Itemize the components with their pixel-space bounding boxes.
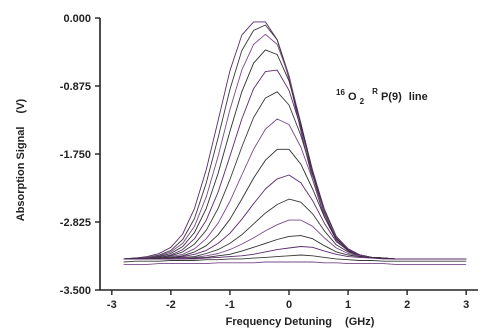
series-group (123, 21, 467, 265)
y-tick-label: 0.000 (63, 13, 91, 25)
annotation-line: P(9) (381, 91, 402, 103)
series-line (123, 118, 467, 260)
x-tick-label: -1 (225, 299, 235, 311)
x-tick-label: 2 (404, 299, 410, 311)
annotation-suffix: line (409, 91, 428, 103)
y-axis-title: Absorption Signal (V) (15, 98, 27, 221)
x-ticks: -3 -2 -1 0 1 2 3 (107, 290, 469, 311)
x-tick-label: -3 (107, 299, 117, 311)
series-line (123, 49, 467, 260)
series-line (123, 24, 467, 260)
y-tick-label: -2.825 (60, 217, 91, 229)
y-tick-label: -0.875 (60, 81, 91, 93)
series-line (123, 261, 467, 265)
x-axis-unit: (GHz) (345, 316, 375, 328)
annotation-isotope: 16 (336, 88, 345, 97)
x-tick-label: -2 (166, 299, 176, 311)
x-tick-label: 1 (345, 299, 351, 311)
series-line (123, 198, 467, 260)
x-axis-title: Frequency Detuning (GHz) (226, 316, 375, 328)
annotation-subscript: 2 (360, 97, 365, 106)
y-axis-label: Absorption Signal (15, 127, 27, 222)
y-tick-label: -3.500 (60, 285, 91, 297)
series-line (123, 246, 467, 260)
series-line (123, 33, 467, 260)
x-tick-label: 3 (463, 299, 469, 311)
axes (99, 18, 478, 291)
line-annotation: 16 O 2 R P(9) line (336, 85, 428, 107)
series-line (123, 91, 467, 260)
x-axis-label: Frequency Detuning (226, 316, 332, 328)
series-line (123, 21, 467, 260)
y-tick-label: -1.750 (60, 149, 91, 161)
annotation-molecule: O (348, 91, 357, 103)
y-axis-unit: (V) (15, 98, 27, 113)
series-line (123, 254, 467, 263)
annotation-branch: R (372, 87, 378, 96)
x-tick-label: 0 (286, 299, 292, 311)
y-ticks: 0.000 -0.875 -1.750 -2.825 -3.500 (60, 13, 100, 297)
